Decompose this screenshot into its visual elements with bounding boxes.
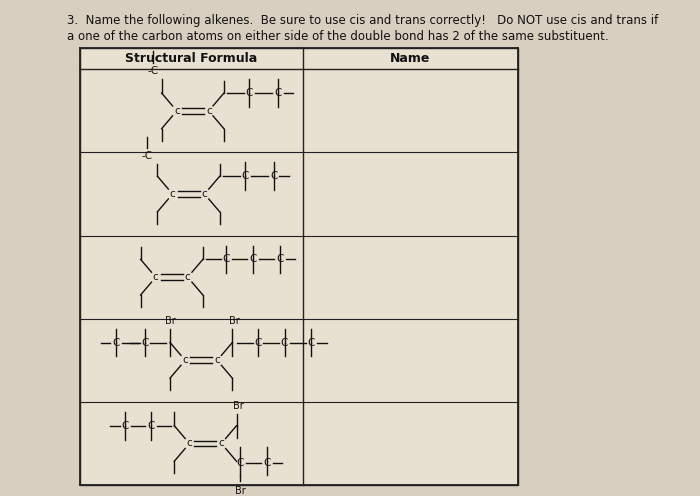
- Text: C: C: [270, 171, 277, 181]
- Text: C: C: [246, 88, 253, 98]
- Text: c: c: [202, 189, 207, 199]
- Text: c: c: [186, 438, 193, 448]
- Text: C: C: [241, 171, 248, 181]
- Text: Structural Formula: Structural Formula: [125, 52, 258, 65]
- Text: C: C: [223, 254, 230, 264]
- Text: c: c: [174, 106, 180, 116]
- Text: Br: Br: [234, 486, 245, 496]
- Text: c: c: [214, 355, 220, 366]
- Text: 3.  Name the following alkenes.  Be sure to use cis and trans correctly!   Do NO: 3. Name the following alkenes. Be sure t…: [67, 14, 659, 27]
- Text: C: C: [147, 421, 155, 431]
- Text: Name: Name: [390, 52, 430, 65]
- Text: C: C: [281, 337, 288, 348]
- Text: -C: -C: [141, 151, 153, 161]
- Text: c: c: [218, 438, 224, 448]
- Text: C: C: [308, 337, 315, 348]
- Bar: [80, 48, 518, 485]
- Text: c: c: [153, 272, 159, 282]
- Text: a one of the carbon atoms on either side of the double bond has 2 of the same su: a one of the carbon atoms on either side…: [67, 30, 609, 43]
- Text: C: C: [141, 337, 148, 348]
- Text: C: C: [250, 254, 257, 264]
- Text: c: c: [206, 106, 211, 116]
- Text: Br: Br: [164, 316, 176, 326]
- Text: c: c: [169, 189, 176, 199]
- Text: C: C: [113, 337, 120, 348]
- Text: C: C: [274, 88, 281, 98]
- Text: C: C: [276, 254, 284, 264]
- Text: C: C: [122, 421, 129, 431]
- Text: -C: -C: [148, 66, 159, 76]
- Text: C: C: [254, 337, 261, 348]
- Text: C: C: [236, 458, 244, 468]
- Text: C: C: [263, 458, 270, 468]
- Text: Br: Br: [229, 316, 239, 326]
- Text: c: c: [185, 272, 190, 282]
- Text: Br: Br: [233, 401, 244, 411]
- Text: c: c: [182, 355, 188, 366]
